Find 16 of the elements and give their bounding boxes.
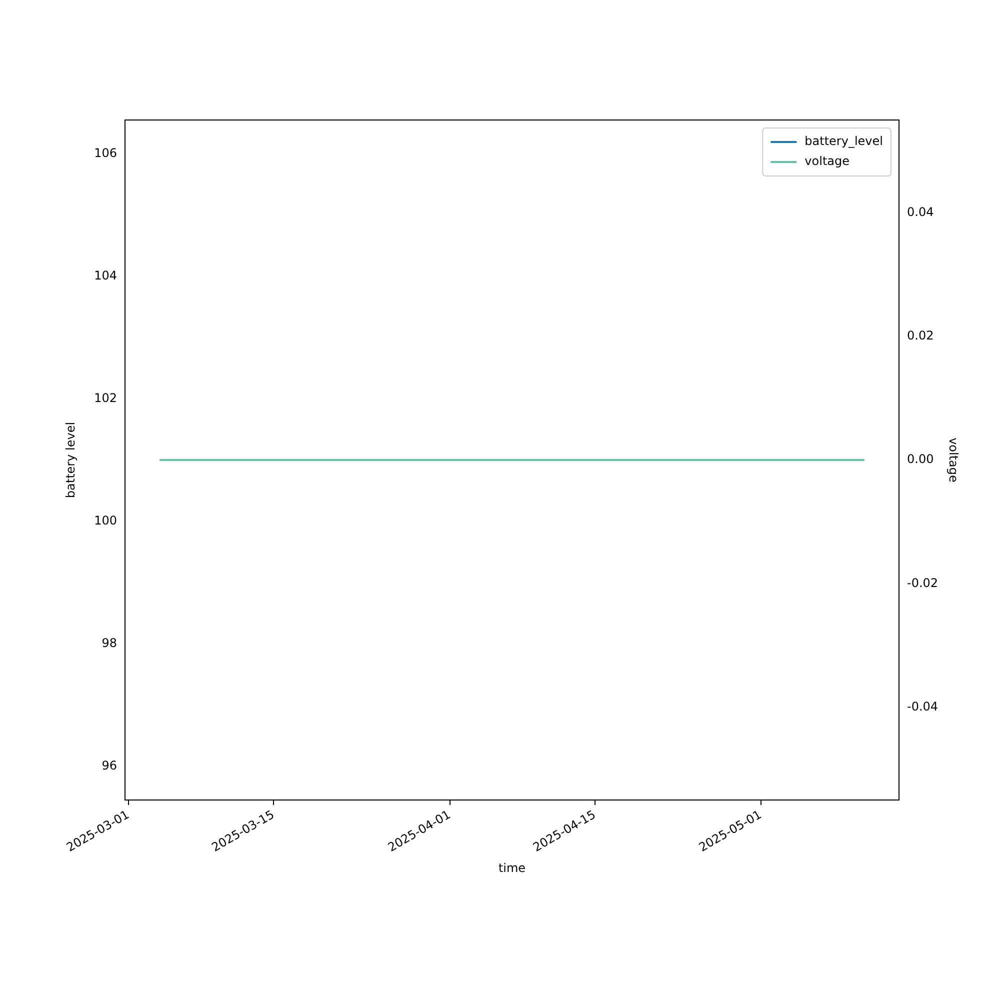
y-tick-label: 102 — [94, 390, 117, 405]
y-axis-title: battery level — [63, 422, 78, 498]
y-tick-label: 106 — [94, 146, 117, 160]
y-tick-label: 104 — [94, 268, 117, 282]
legend-label: battery_level — [804, 134, 884, 148]
y2-tick-label: 0.02 — [907, 328, 934, 342]
legend-label: voltage — [804, 154, 850, 168]
y2-tick-label: 0.00 — [907, 452, 934, 466]
x-axis-title: time — [498, 860, 526, 875]
y2-tick-label: -0.02 — [907, 576, 938, 590]
y2-tick-label: -0.04 — [907, 699, 938, 714]
y2-tick-label: 0.04 — [907, 204, 934, 219]
y-tick-label: 98 — [102, 636, 117, 650]
y2-axis-title: voltage — [946, 438, 961, 482]
y-tick-label: 100 — [94, 513, 117, 528]
y-tick-label: 96 — [102, 758, 117, 772]
